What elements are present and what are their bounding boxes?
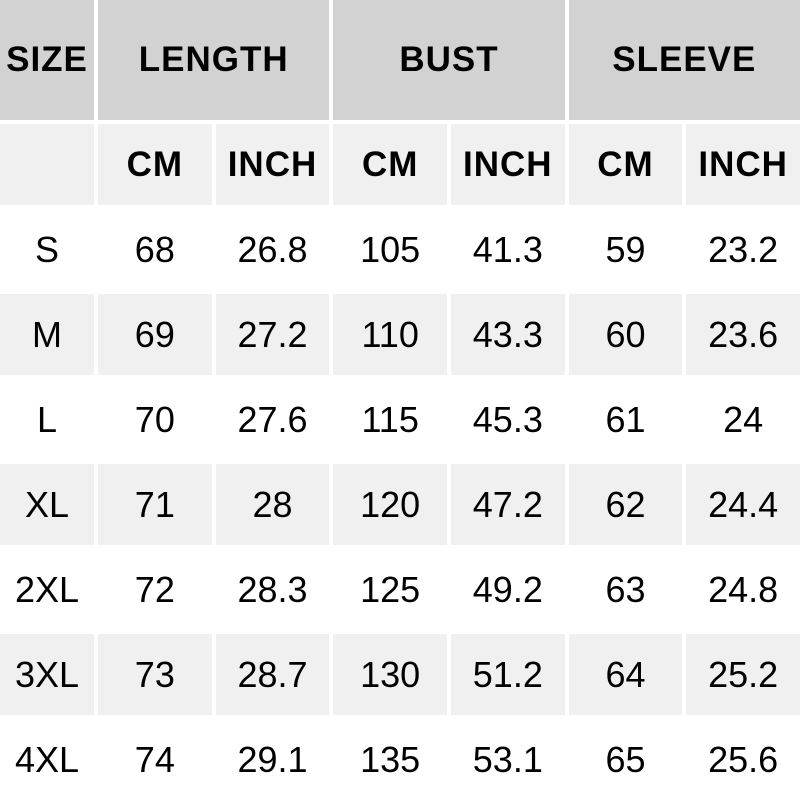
- cell-sleeve-cm: 64: [568, 634, 683, 715]
- cell-length-inch: 28.3: [215, 549, 330, 630]
- cell-length-inch: 28: [215, 464, 330, 545]
- cell-bust-inch: 43.3: [450, 294, 565, 375]
- cell-sleeve-cm: 62: [568, 464, 683, 545]
- size-label: L: [0, 379, 94, 460]
- unit-header-length-inch: INCH: [215, 124, 330, 205]
- cell-sleeve-cm: 59: [568, 209, 683, 290]
- size-label: XL: [0, 464, 94, 545]
- cell-length-cm: 74: [98, 719, 212, 800]
- cell-bust-inch: 49.2: [450, 549, 565, 630]
- cell-sleeve-cm: 60: [568, 294, 683, 375]
- cell-bust-cm: 125: [333, 549, 447, 630]
- cell-bust-cm: 130: [333, 634, 447, 715]
- cell-bust-inch: 41.3: [450, 209, 565, 290]
- cell-sleeve-inch: 24.8: [686, 549, 800, 630]
- size-label: M: [0, 294, 94, 375]
- cell-length-cm: 73: [98, 634, 212, 715]
- cell-length-inch: 29.1: [215, 719, 330, 800]
- cell-bust-inch: 47.2: [450, 464, 565, 545]
- cell-sleeve-inch: 23.2: [686, 209, 800, 290]
- cell-bust-cm: 120: [333, 464, 447, 545]
- col-group-sleeve: SLEEVE: [568, 0, 800, 120]
- cell-bust-inch: 53.1: [450, 719, 565, 800]
- unit-header-sleeve-cm: CM: [568, 124, 683, 205]
- cell-bust-inch: 51.2: [450, 634, 565, 715]
- cell-bust-cm: 110: [333, 294, 447, 375]
- cell-sleeve-inch: 25.2: [686, 634, 800, 715]
- size-label: 3XL: [0, 634, 94, 715]
- cell-length-inch: 28.7: [215, 634, 330, 715]
- cell-length-cm: 71: [98, 464, 212, 545]
- size-label: 2XL: [0, 549, 94, 630]
- cell-bust-inch: 45.3: [450, 379, 565, 460]
- size-label: 4XL: [0, 719, 94, 800]
- col-group-size: SIZE: [0, 0, 94, 120]
- cell-length-inch: 27.2: [215, 294, 330, 375]
- cell-length-inch: 27.6: [215, 379, 330, 460]
- unit-header-length-cm: CM: [98, 124, 212, 205]
- cell-length-cm: 69: [98, 294, 212, 375]
- cell-sleeve-cm: 63: [568, 549, 683, 630]
- cell-length-cm: 72: [98, 549, 212, 630]
- unit-header-sleeve-inch: INCH: [686, 124, 800, 205]
- cell-bust-cm: 135: [333, 719, 447, 800]
- unit-header-bust-cm: CM: [333, 124, 447, 205]
- size-label: S: [0, 209, 94, 290]
- col-group-length: LENGTH: [98, 0, 330, 120]
- cell-sleeve-inch: 23.6: [686, 294, 800, 375]
- cell-length-cm: 70: [98, 379, 212, 460]
- cell-sleeve-cm: 65: [568, 719, 683, 800]
- unit-header-empty: [0, 124, 94, 205]
- cell-sleeve-inch: 25.6: [686, 719, 800, 800]
- cell-bust-cm: 115: [333, 379, 447, 460]
- cell-length-cm: 68: [98, 209, 212, 290]
- cell-sleeve-inch: 24.4: [686, 464, 800, 545]
- cell-sleeve-inch: 24: [686, 379, 800, 460]
- cell-length-inch: 26.8: [215, 209, 330, 290]
- unit-header-bust-inch: INCH: [450, 124, 565, 205]
- cell-bust-cm: 105: [333, 209, 447, 290]
- cell-sleeve-cm: 61: [568, 379, 683, 460]
- col-group-bust: BUST: [333, 0, 565, 120]
